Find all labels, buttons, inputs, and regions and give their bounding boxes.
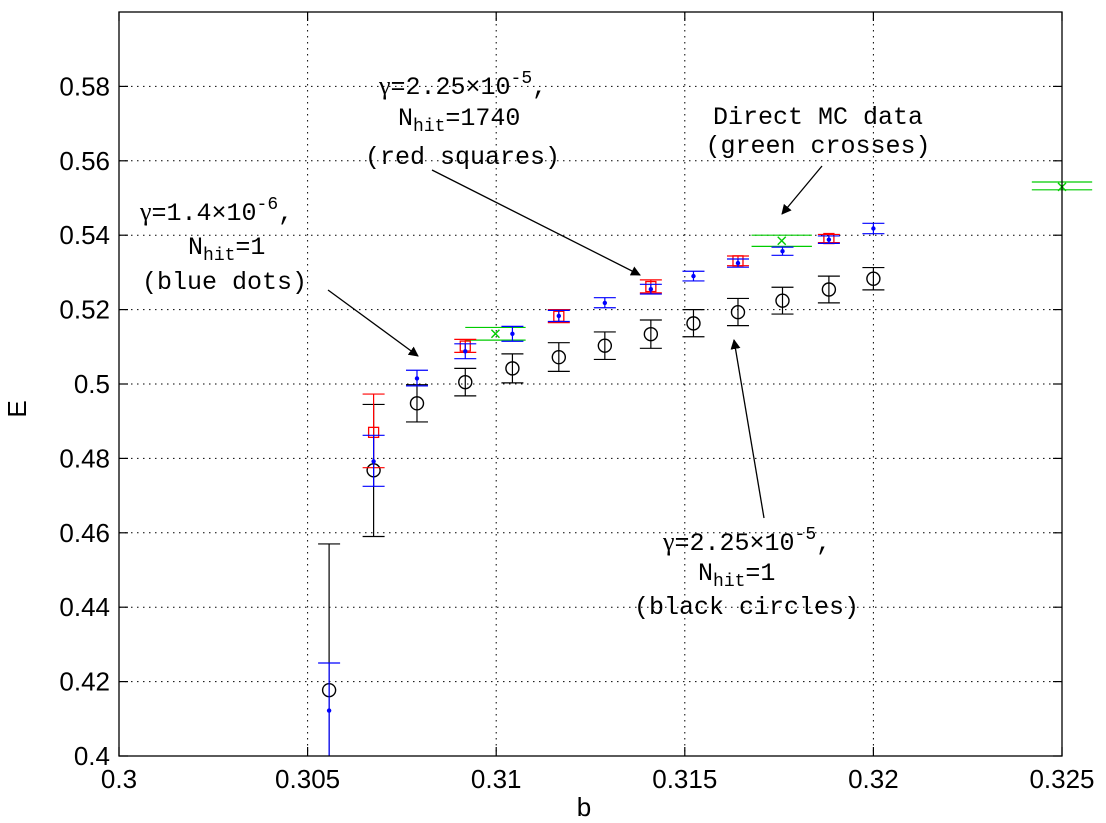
annotation-arrows [327, 165, 823, 519]
arrow-blue-dots [327, 289, 419, 357]
data-point-dot [648, 286, 654, 292]
annotation-blue-dots: γ=1.4×10-6, Nhit=1 (blue dots) [139, 195, 307, 297]
data-series [318, 181, 1093, 756]
annotation-text: =1 [235, 233, 265, 262]
data-point-dot [326, 708, 332, 713]
data-point-dot [556, 313, 562, 319]
data-point-cross [490, 329, 500, 339]
x-tick-label: 0.325 [1029, 764, 1094, 794]
y-tick-label: 0.48 [59, 443, 110, 473]
x-tick-label: 0.3 [101, 764, 137, 794]
data-point-circle [821, 282, 837, 297]
data-point-circle [866, 271, 881, 286]
axis-ticks: 0.3 0.305 0.31 0.315 0.32 0.325 0.4 0.42 0.44 0.4… [59, 12, 1095, 794]
svg-text:γ=2.25×10-5,: γ=2.25×10-5, [662, 525, 831, 558]
y-tick-label: 0.54 [59, 220, 110, 250]
y-tick-label: 0.46 [59, 518, 110, 548]
data-point-circle [686, 316, 701, 331]
data-point-dot [780, 248, 785, 254]
annotation-superscript: -6 [257, 195, 279, 215]
annotation-text: , [532, 73, 547, 102]
gamma-symbol: γ [662, 527, 675, 556]
annotation-text: =1.4×10 [152, 199, 257, 228]
svg-text:Nhit=1: Nhit=1 [698, 559, 775, 592]
y-tick-label: 0.44 [59, 592, 110, 622]
annotation-superscript: -5 [795, 525, 817, 545]
annotation-text: =2.25×10 [675, 529, 795, 558]
y-tick-label: 0.42 [59, 667, 110, 697]
annotation-text: (green crosses) [705, 132, 930, 161]
series-circle [318, 266, 885, 756]
annotation-black-circles: γ=2.25×10-5, Nhit=1 (black circles) [634, 525, 859, 622]
y-tick-label: 0.56 [59, 146, 110, 176]
annotation-subscript: hit [413, 117, 445, 137]
data-point-dot [735, 260, 741, 266]
data-point-cross [777, 236, 787, 246]
annotation-text: Direct MC data [713, 103, 923, 132]
annotation-text: , [278, 199, 293, 228]
data-point-circle [505, 361, 520, 376]
annotation-text: N [398, 104, 413, 133]
data-point-dot [602, 300, 608, 306]
gamma-symbol: γ [378, 71, 391, 100]
svg-text:γ=1.4×10-6,: γ=1.4×10-6, [139, 195, 293, 228]
svg-text:Nhit=1: Nhit=1 [188, 233, 265, 266]
y-tick-label: 0.4 [74, 741, 110, 771]
x-tick-label: 0.31 [471, 764, 522, 794]
annotation-text: =1740 [445, 104, 520, 133]
annotation-subscript: hit [203, 246, 235, 266]
annotation-text: (black circles) [634, 593, 859, 622]
arrow-black-circles [730, 339, 765, 519]
x-tick-label: 0.32 [848, 764, 899, 794]
x-tick-label: 0.315 [652, 764, 717, 794]
data-point-dot [871, 226, 876, 231]
annotation-red-squares: γ=2.25×10-5, Nhit=1740 (red squares) [365, 69, 560, 172]
annotation-text: =2.25×10 [391, 73, 511, 102]
arrow-red-squares [431, 169, 641, 276]
annotation-text: =1 [745, 559, 775, 588]
svg-text:Nhit=1740: Nhit=1740 [398, 104, 520, 137]
data-point-circle [775, 293, 790, 308]
data-point-circle [458, 374, 473, 390]
data-point-dot [510, 331, 515, 336]
annotation-text: , [816, 529, 831, 558]
grid-lines [119, 12, 1062, 756]
annotation-text: (blue dots) [142, 268, 307, 297]
annotation-text: (red squares) [365, 143, 560, 172]
data-point-circle [409, 396, 425, 411]
arrow-green-crosses [781, 165, 823, 215]
data-point-dot [371, 459, 376, 464]
annotation-text: N [698, 559, 713, 588]
x-tick-label: 0.305 [275, 764, 340, 794]
data-point-circle [551, 350, 567, 365]
y-tick-label: 0.5 [74, 369, 110, 399]
data-point-circle [730, 305, 746, 320]
y-tick-label: 0.58 [59, 71, 110, 101]
data-point-circle [597, 338, 613, 353]
data-point-dot [826, 237, 832, 242]
data-point-dot [463, 349, 468, 354]
y-axis-label: E [2, 400, 32, 417]
x-axis-label: b [577, 792, 591, 822]
annotation-subscript: hit [713, 572, 745, 592]
annotation-green-crosses: Direct MC data (green crosses) [705, 103, 930, 161]
gamma-symbol: γ [139, 197, 152, 226]
data-point-circle [643, 326, 659, 342]
series-dot [318, 222, 885, 756]
data-point-dot [691, 273, 696, 279]
annotation-superscript: -5 [511, 69, 533, 89]
y-tick-label: 0.52 [59, 295, 110, 325]
annotation-text: N [188, 233, 203, 262]
svg-text:γ=2.25×10-5,: γ=2.25×10-5, [378, 69, 547, 102]
data-point-dot [414, 376, 420, 381]
